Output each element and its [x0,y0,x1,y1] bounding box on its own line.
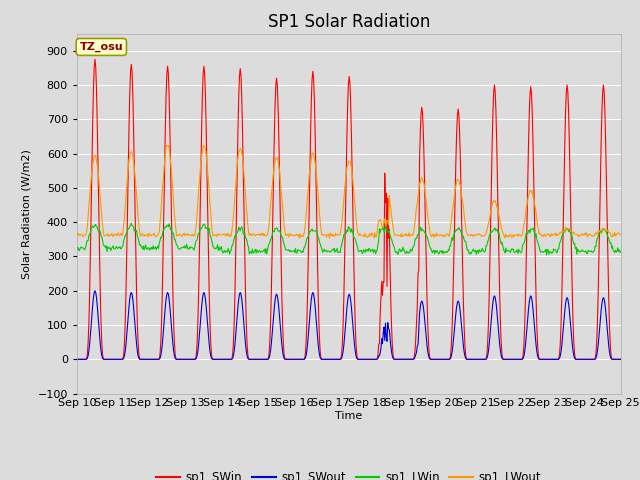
sp1_LWout [223,233,231,239]
Line: sp1_SWin: sp1_SWin [77,60,621,360]
sp1_SWout [416,311,424,316]
Text: TZ_osu: TZ_osu [79,42,123,52]
sp1_LWin [223,249,231,255]
sp1_LWout [164,143,172,148]
sp1_LWout [83,228,90,234]
sp1_LWout [433,234,440,240]
Y-axis label: Solar Radiation (W/m2): Solar Radiation (W/m2) [22,149,32,278]
sp1_SWin [195,290,202,296]
sp1_LWin [431,248,439,253]
sp1_SWout [83,356,90,362]
sp1_LWout [326,235,333,241]
sp1_LWout [417,180,424,186]
sp1_SWout [73,357,81,362]
sp1_LWout [195,188,202,193]
sp1_LWin [543,252,550,258]
sp1_LWin [73,244,81,250]
sp1_SWin [416,158,424,164]
sp1_SWin [431,357,439,362]
sp1_LWin [416,227,424,232]
sp1_LWout [73,230,81,236]
sp1_SWin [83,356,90,361]
Legend: sp1_SWin, sp1_SWout, sp1_LWin, sp1_LWout: sp1_SWin, sp1_SWout, sp1_LWin, sp1_LWout [152,466,546,480]
sp1_SWout [617,357,625,362]
sp1_SWin [223,357,231,362]
sp1_SWin [73,357,81,362]
sp1_LWout [617,232,625,238]
Line: sp1_LWin: sp1_LWin [77,223,621,255]
sp1_LWin [195,230,202,236]
sp1_SWout [140,357,147,362]
sp1_LWin [83,239,90,245]
X-axis label: Time: Time [335,411,362,421]
Line: sp1_SWout: sp1_SWout [77,291,621,360]
sp1_LWin [617,249,625,254]
sp1_LWout [139,231,147,237]
sp1_SWin [617,357,625,362]
sp1_SWin [140,357,147,362]
sp1_SWout [431,357,439,362]
sp1_LWin [127,220,135,226]
sp1_LWin [140,243,147,249]
Title: SP1 Solar Radiation: SP1 Solar Radiation [268,12,430,31]
sp1_SWout [91,288,99,294]
sp1_SWin [91,57,99,62]
sp1_SWout [223,357,231,362]
sp1_SWout [195,341,202,347]
Line: sp1_LWout: sp1_LWout [77,145,621,238]
